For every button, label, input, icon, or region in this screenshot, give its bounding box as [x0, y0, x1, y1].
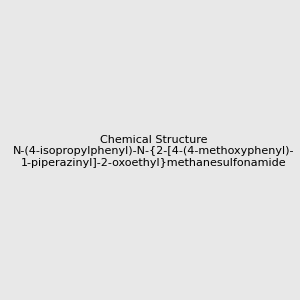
Text: Chemical Structure
N-(4-isopropylphenyl)-N-{2-[4-(4-methoxyphenyl)-
1-piperaziny: Chemical Structure N-(4-isopropylphenyl)…	[13, 135, 295, 168]
